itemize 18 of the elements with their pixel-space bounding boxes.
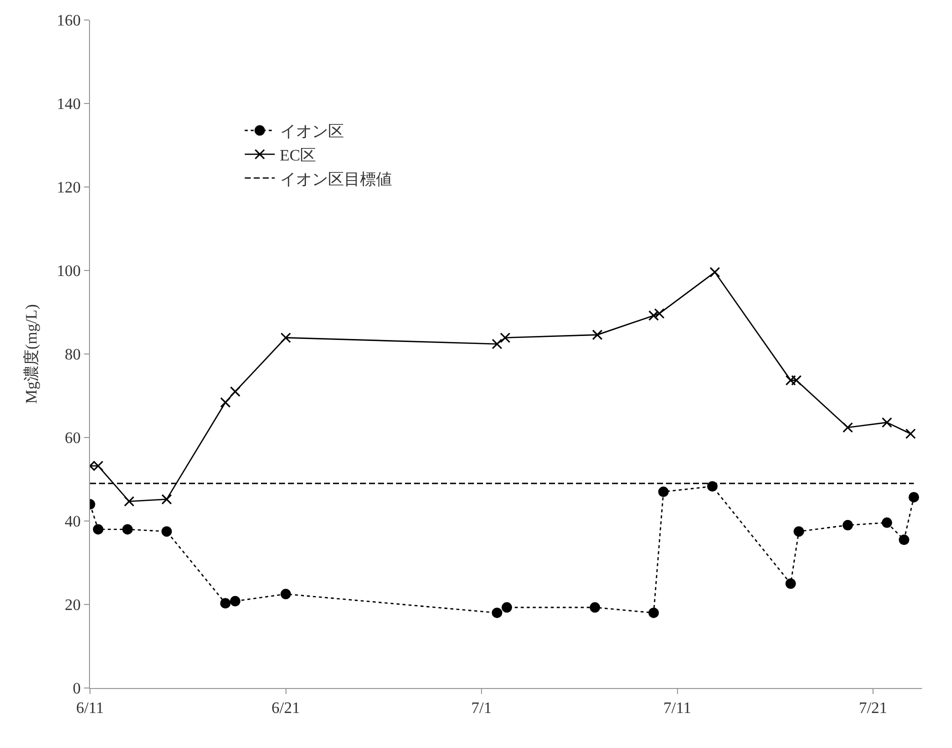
y-tick-label: 80 [64,346,81,364]
y-tick-label: 160 [56,12,81,30]
y-tick-label: 120 [56,180,81,197]
x-tick-label: 7/1 [471,700,492,718]
y-axis-title: Mg濃度(mg/L) [22,304,41,404]
x-tick-label: 7/11 [663,700,692,718]
y-tick-label: 100 [56,263,81,280]
y-tick-label: 0 [72,680,81,698]
legend-label: EC区 [280,147,316,164]
legend-label: イオン区目標値 [280,170,392,188]
y-tick-label: 40 [64,514,81,531]
x-tick-label: 6/21 [272,700,300,718]
y-tick-label: 140 [56,96,81,114]
x-tick-label: 6/11 [76,700,104,718]
y-tick-label: 20 [64,597,81,614]
x-tick-label: 7/21 [858,700,888,718]
legend-label: イオン区 [280,124,344,141]
y-tick-label: 60 [64,430,81,448]
